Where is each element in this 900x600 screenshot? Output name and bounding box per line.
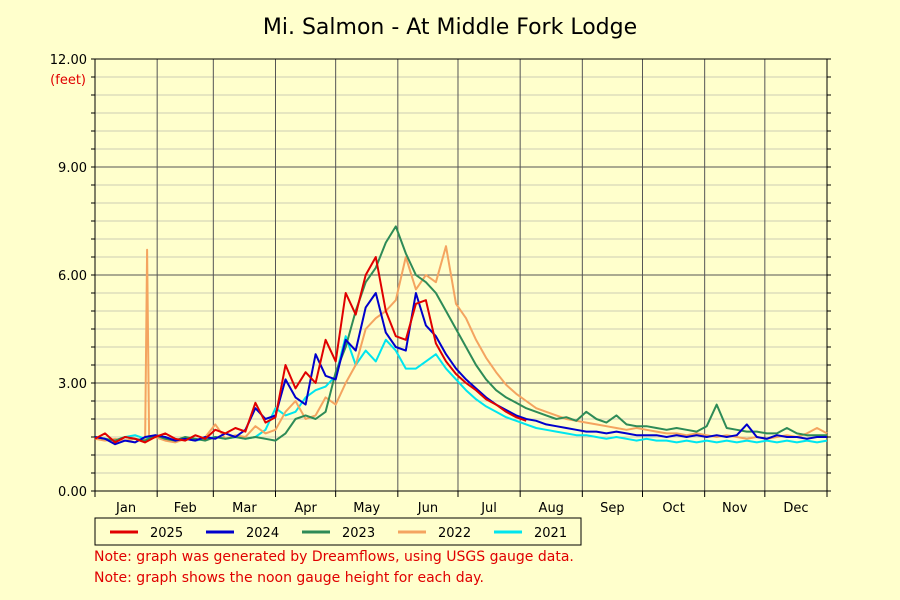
y-tick-label: 3.00 [58,377,87,392]
x-tick-label-jul: Jul [480,501,497,516]
legend-label-2021: 2021 [534,526,567,541]
x-tick-label-dec: Dec [783,501,808,516]
series-line-2021 [94,335,828,444]
series-line-2023 [94,225,827,442]
y-tick-label: 12.00 [50,53,87,68]
x-tick-label-may: May [353,501,380,516]
y-axis-unit: (feet) [50,73,86,88]
legend-label-2023: 2023 [342,526,375,541]
x-tick-label-feb: Feb [174,501,197,516]
x-tick-label-jan: Jan [115,501,136,516]
series-line-2025 [94,256,527,444]
x-tick-label-mar: Mar [232,501,257,516]
x-tick-label-sep: Sep [600,501,625,516]
note-data-source: Note: graph was generated by Dreamflows,… [94,549,574,565]
note-noon-reading: Note: graph shows the noon gauge height … [94,570,484,586]
chart-title: Mi. Salmon - At Middle Fork Lodge [263,15,637,40]
plot-frame [94,58,828,492]
x-tick-label-apr: Apr [294,501,317,516]
legend-label-2022: 2022 [438,526,471,541]
x-tick-label-jun: Jun [417,501,438,516]
legend-label-2025: 2025 [150,526,183,541]
y-tick-label: 6.00 [58,269,87,284]
x-tick-label-nov: Nov [722,501,748,516]
series-line-2024 [94,292,827,446]
y-tick-label: 0.00 [58,485,87,500]
legend-label-2024: 2024 [246,526,279,541]
y-tick-label: 9.00 [58,161,87,176]
series-line-2022 [94,245,828,444]
x-tick-label-oct: Oct [662,501,684,516]
x-tick-label-aug: Aug [539,501,564,516]
